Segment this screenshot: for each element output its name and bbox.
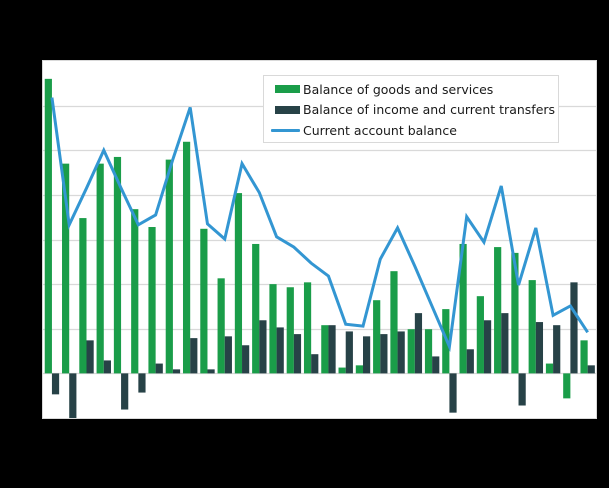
bar xyxy=(570,282,578,374)
bar xyxy=(224,336,232,374)
bar xyxy=(155,363,163,374)
bar xyxy=(217,278,225,374)
legend-label: Balance of income and current transfers xyxy=(303,102,556,118)
bar xyxy=(373,300,381,374)
bar xyxy=(138,373,146,393)
bar xyxy=(380,334,388,374)
bar xyxy=(303,282,312,374)
series-goods-and-services-bars xyxy=(44,78,588,399)
bar xyxy=(148,227,156,374)
bar xyxy=(311,354,319,374)
bar xyxy=(501,313,509,374)
legend: Balance of goods and services Balance of… xyxy=(263,75,559,143)
bar xyxy=(363,336,371,374)
bar xyxy=(483,320,492,374)
bar xyxy=(62,163,70,374)
bar xyxy=(51,373,60,395)
bar xyxy=(580,340,588,374)
bar xyxy=(563,373,571,399)
bar xyxy=(86,340,94,374)
bar xyxy=(165,159,173,374)
bar xyxy=(345,331,353,374)
plot-frame xyxy=(42,60,597,419)
bar xyxy=(432,356,440,374)
legend-label: Balance of goods and services xyxy=(303,81,494,97)
bar xyxy=(328,325,336,374)
bar xyxy=(511,252,519,374)
bar xyxy=(545,363,554,374)
bar xyxy=(131,209,139,374)
bar xyxy=(466,349,474,374)
bar xyxy=(286,287,294,374)
legend-item-goods-services: Balance of goods and services xyxy=(264,79,558,100)
bar xyxy=(269,284,277,374)
bar xyxy=(172,369,181,374)
legend-swatch-dark-bar-icon xyxy=(275,105,300,114)
bar xyxy=(355,365,363,374)
bar xyxy=(259,320,267,374)
bar xyxy=(424,329,433,374)
bar xyxy=(321,325,329,374)
bar xyxy=(390,271,398,374)
bar xyxy=(414,313,423,374)
bar xyxy=(449,373,457,413)
bar xyxy=(338,367,346,374)
bar xyxy=(44,78,52,374)
bar xyxy=(528,280,536,374)
bar xyxy=(476,296,484,374)
bar xyxy=(113,156,122,374)
bar xyxy=(190,338,198,374)
bar xyxy=(494,247,502,374)
bar xyxy=(103,360,111,374)
bar xyxy=(252,243,260,374)
bar xyxy=(69,373,77,419)
bar xyxy=(242,345,250,374)
legend-item-current-account: Current account balance xyxy=(264,120,558,141)
bar xyxy=(518,373,526,406)
bar xyxy=(459,243,467,374)
series-income-and-transfers-bars xyxy=(51,282,595,419)
bar xyxy=(407,329,415,374)
bar xyxy=(96,163,104,374)
legend-swatch-blue-line-icon xyxy=(271,128,300,132)
bar xyxy=(397,331,405,374)
bar xyxy=(79,218,87,374)
legend-item-income-transfers: Balance of income and current transfers xyxy=(264,100,558,121)
bar xyxy=(535,322,544,374)
bar xyxy=(587,365,595,374)
bar xyxy=(293,334,302,374)
bar xyxy=(200,228,208,374)
bar xyxy=(182,141,191,374)
bar xyxy=(207,369,215,374)
bar xyxy=(121,373,129,410)
series-current-account-line xyxy=(50,97,589,353)
bar xyxy=(234,193,243,374)
bar xyxy=(553,325,561,374)
legend-label: Current account balance xyxy=(303,122,457,138)
legend-swatch-green-bar-icon xyxy=(275,85,300,94)
bar xyxy=(276,327,284,374)
